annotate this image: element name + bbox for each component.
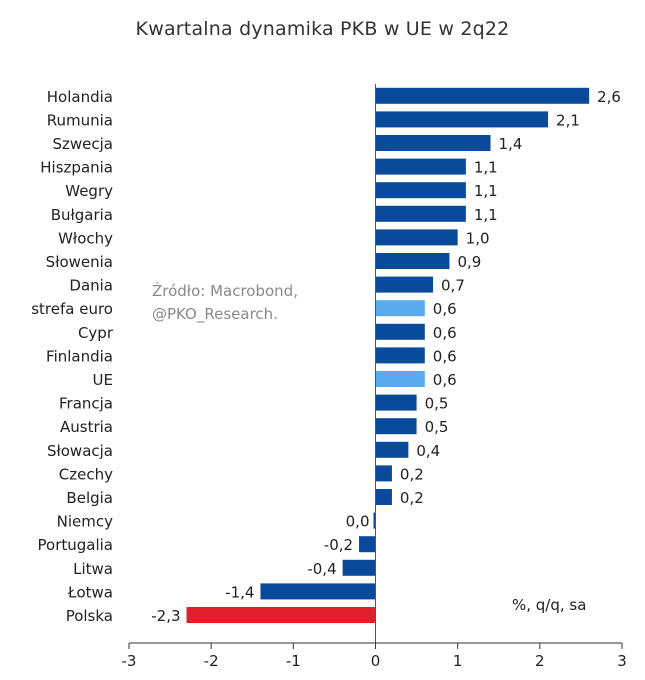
category-label-16: Czechy bbox=[59, 465, 113, 483]
category-label-10: Cypr bbox=[78, 324, 114, 342]
source-note: Źródło: Macrobond, @PKO_Research. bbox=[152, 280, 298, 326]
value-label-20: -0,4 bbox=[307, 560, 336, 578]
value-label-0: 2,6 bbox=[597, 88, 621, 106]
value-label-13: 0,5 bbox=[425, 395, 449, 413]
bar-11 bbox=[375, 347, 425, 364]
value-label-8: 0,7 bbox=[441, 277, 465, 295]
category-label-12: UE bbox=[93, 371, 113, 389]
source-line-1: Źródło: Macrobond, bbox=[152, 282, 298, 300]
category-label-18: Niemcy bbox=[57, 513, 113, 531]
value-label-17: 0,2 bbox=[400, 489, 424, 507]
category-label-5: Bułgaria bbox=[51, 206, 113, 224]
x-tick-label-0: -3 bbox=[122, 652, 137, 670]
x-tick-label-2: -1 bbox=[286, 652, 301, 670]
value-label-5: 1,1 bbox=[474, 206, 498, 224]
bar-0 bbox=[375, 87, 590, 104]
bar-22 bbox=[186, 607, 376, 623]
bar-7 bbox=[375, 253, 450, 269]
x-tick-label-3: 0 bbox=[371, 652, 381, 670]
x-tick-label-4: 1 bbox=[453, 652, 463, 670]
bar-15 bbox=[375, 441, 409, 458]
category-label-15: Słowacja bbox=[47, 442, 113, 460]
bar-8 bbox=[375, 276, 434, 293]
source-line-2: @PKO_Research. bbox=[152, 305, 278, 323]
bar-17 bbox=[375, 489, 392, 505]
value-label-6: 1,0 bbox=[466, 229, 490, 247]
category-label-21: Łotwa bbox=[67, 583, 113, 601]
category-label-13: Francja bbox=[59, 395, 113, 413]
value-label-15: 0,4 bbox=[416, 442, 440, 460]
category-label-19: Portugalia bbox=[38, 536, 113, 554]
value-label-3: 1,1 bbox=[474, 159, 498, 177]
category-label-20: Litwa bbox=[73, 560, 113, 578]
unit-note: %, q/q, sa bbox=[512, 596, 587, 614]
x-tick-label-6: 3 bbox=[617, 652, 627, 670]
category-label-2: Szwecja bbox=[53, 135, 114, 153]
value-label-1: 2,1 bbox=[556, 111, 580, 129]
bar-1 bbox=[375, 111, 549, 128]
bar-14 bbox=[375, 418, 417, 435]
bar-20 bbox=[342, 559, 376, 576]
value-label-19: -0,2 bbox=[324, 536, 353, 554]
bar-6 bbox=[375, 229, 458, 246]
bar-12 bbox=[375, 371, 425, 387]
bar-18 bbox=[373, 512, 376, 529]
category-label-22: Polska bbox=[66, 607, 113, 625]
value-label-18: 0,0 bbox=[346, 513, 370, 531]
value-label-14: 0,5 bbox=[425, 418, 449, 436]
bar-5 bbox=[375, 205, 466, 222]
category-label-0: Holandia bbox=[47, 88, 113, 106]
category-label-1: Rumunia bbox=[47, 111, 113, 129]
value-label-4: 1,1 bbox=[474, 182, 498, 200]
value-label-21: -1,4 bbox=[225, 583, 254, 601]
bar-13 bbox=[375, 394, 417, 411]
category-label-7: Słowenia bbox=[46, 253, 113, 271]
x-tick-label-5: 2 bbox=[535, 652, 545, 670]
value-label-22: -2,3 bbox=[151, 607, 180, 625]
bar-16 bbox=[375, 465, 392, 482]
category-label-3: Hiszpania bbox=[40, 159, 113, 177]
category-label-4: Wegry bbox=[65, 182, 113, 200]
value-label-16: 0,2 bbox=[400, 465, 424, 483]
bar-9 bbox=[375, 300, 425, 317]
x-tick-label-1: -2 bbox=[204, 652, 219, 670]
category-label-8: Dania bbox=[69, 277, 113, 295]
bar-4 bbox=[375, 182, 466, 199]
value-label-2: 1,4 bbox=[499, 135, 523, 153]
value-label-9: 0,6 bbox=[433, 300, 457, 318]
category-label-6: Włochy bbox=[58, 229, 113, 247]
category-label-9: strefa euro bbox=[31, 300, 113, 318]
category-label-14: Austria bbox=[60, 418, 113, 436]
bar-19 bbox=[359, 536, 376, 553]
bar-3 bbox=[375, 158, 466, 175]
value-label-12: 0,6 bbox=[433, 371, 457, 389]
bar-2 bbox=[375, 135, 491, 151]
chart-title: Kwartalna dynamika PKB w UE w 2q22 bbox=[135, 18, 510, 40]
value-label-11: 0,6 bbox=[433, 347, 457, 365]
bar-10 bbox=[375, 323, 425, 340]
category-label-17: Belgia bbox=[66, 489, 113, 507]
category-label-11: Finlandia bbox=[46, 347, 113, 365]
value-label-10: 0,6 bbox=[433, 324, 457, 342]
bar-21 bbox=[260, 583, 376, 600]
value-label-7: 0,9 bbox=[457, 253, 481, 271]
